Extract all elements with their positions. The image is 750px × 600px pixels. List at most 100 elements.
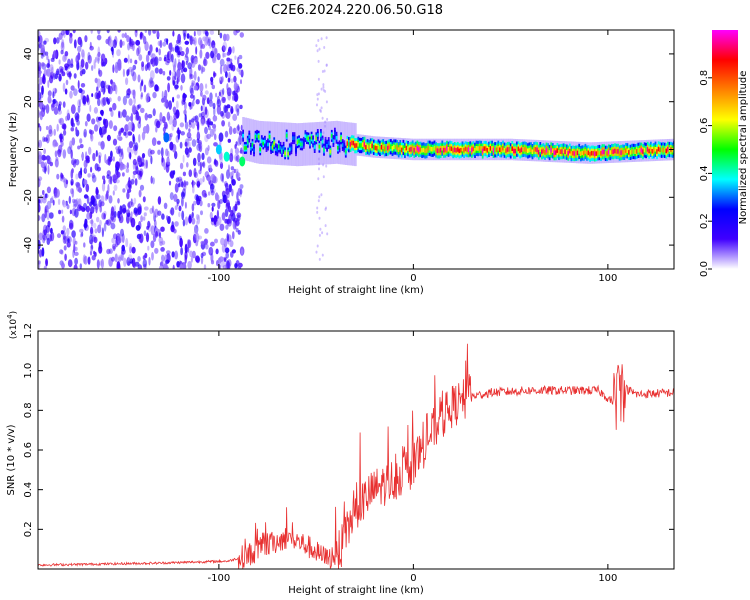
spectrogram-cell — [654, 147, 657, 152]
spectrogram-cell — [158, 232, 162, 239]
spectrogram-cell — [108, 39, 114, 48]
spectrogram-ticks: -100 0 100 -40 -20 0 20 40 — [23, 30, 674, 284]
spectrogram-cell — [193, 200, 197, 206]
spectrogram-cell — [225, 33, 230, 42]
spectrogram-cell — [187, 260, 192, 269]
spectrogram-cell — [125, 93, 130, 99]
spectrogram-cell — [223, 151, 230, 162]
spectrogram-cell — [182, 171, 186, 177]
spectrogram-cell — [38, 214, 41, 222]
spectrogram-cell — [79, 98, 82, 108]
spectrogram-cell — [52, 50, 57, 59]
spectrogram-cell — [102, 142, 105, 149]
spectrogram-cell — [219, 64, 223, 75]
spectrogram-cell — [91, 174, 97, 183]
spectrogram-cell — [159, 39, 163, 49]
spectrogram-cell — [192, 181, 195, 188]
spectrogram-cell — [239, 104, 243, 110]
spectrogram-cell — [93, 222, 97, 229]
spectrogram-cell — [43, 105, 47, 110]
spectrogram-cell — [323, 147, 325, 152]
spectrogram-cell — [276, 148, 279, 153]
spectrogram-cell — [203, 239, 208, 246]
spectrogram-cell — [663, 148, 666, 153]
spectrogram-cell — [186, 239, 190, 249]
spectrogram-cell — [442, 147, 445, 153]
spectrogram-cell — [262, 141, 265, 146]
spectrogram-cell — [128, 177, 131, 186]
spectrogram-cell — [174, 71, 177, 81]
spectrogram-cell — [81, 52, 85, 61]
spectrogram-cell — [192, 186, 195, 194]
spectrogram-cell — [195, 214, 199, 220]
spectrogram-cell — [137, 264, 143, 269]
spectrogram-cell — [323, 69, 326, 73]
spectrogram-cell — [333, 121, 336, 164]
spectrogram-cell — [469, 146, 472, 152]
spectrogram-cell — [170, 53, 174, 63]
spectrogram-cell — [323, 46, 326, 49]
spectrogram-cell — [98, 69, 103, 77]
spectrogram-cell — [327, 141, 330, 145]
spectrogram-cell — [187, 136, 193, 141]
spectrogram-cell — [117, 210, 121, 219]
spectrogram-cell — [168, 100, 173, 110]
spectrogram-cell — [221, 120, 226, 127]
spectrogram-cell — [318, 233, 321, 237]
spectrogram-cell — [234, 263, 238, 269]
spectrogram-cell — [151, 251, 154, 261]
spectrogram-cell — [134, 142, 139, 151]
spectrogram-cell — [53, 72, 56, 81]
y-tick-label: 40 — [23, 48, 34, 61]
spectrogram-cell — [71, 188, 75, 198]
spectrogram-cell — [604, 151, 607, 156]
spectrogram-cell — [168, 180, 172, 186]
spectrogram-cell — [145, 93, 150, 103]
spectrogram-cell — [317, 59, 320, 63]
spectrogram-cell — [115, 179, 120, 184]
spectrogram-cell — [162, 70, 166, 76]
spectrogram-cell — [322, 85, 325, 89]
spectrogram-cell — [100, 53, 106, 62]
spectrogram-cell — [46, 237, 51, 245]
spectrogram-cell — [190, 87, 194, 96]
spectrogram-cell — [73, 264, 78, 269]
spectrogram-cell — [129, 58, 133, 64]
spectrogram-cell — [106, 174, 110, 180]
spectrogram-cell — [193, 70, 197, 81]
spectrogram-cell — [617, 149, 619, 154]
spectrogram-cell — [635, 149, 638, 154]
spectrogram-cell — [195, 220, 199, 229]
spectrogram-cell — [133, 197, 137, 205]
spectrogram-cell — [183, 109, 187, 115]
spectrogram-cell — [258, 120, 262, 164]
spectrogram-cell — [70, 85, 75, 91]
spectrogram-cell — [216, 260, 219, 267]
spectrogram-cell — [45, 125, 49, 131]
spectrogram-cell — [196, 197, 201, 206]
spectrogram-cell — [177, 127, 180, 134]
spectrogram-cell — [181, 99, 186, 105]
spectrogram-cell — [53, 106, 59, 115]
spectrogram-cell — [135, 30, 138, 33]
spectrogram-cell — [77, 99, 81, 108]
spectrogram-cell — [366, 144, 369, 149]
spectrogram-cell — [230, 78, 234, 83]
spectrogram-cell — [194, 224, 199, 234]
spectrogram-cell — [237, 230, 241, 235]
spectrogram-cell — [114, 65, 119, 74]
spectrogram-cell — [346, 141, 349, 146]
spectrogram-cell — [77, 80, 80, 89]
spectrogram-cell — [523, 146, 526, 152]
spectrogram-cell — [202, 94, 207, 101]
spectrogram-cell — [192, 99, 195, 107]
spectrogram-cell — [318, 144, 321, 149]
spectrogram-cell — [58, 118, 62, 124]
spectrogram-cell — [98, 155, 101, 164]
spectrogram-cell — [214, 238, 218, 244]
spectrogram-cell — [325, 36, 328, 40]
spectrogram-cell — [121, 151, 124, 160]
spectrogram-cell — [196, 138, 200, 144]
spectrogram-cell — [47, 164, 50, 175]
spectrogram-cell — [57, 109, 62, 115]
